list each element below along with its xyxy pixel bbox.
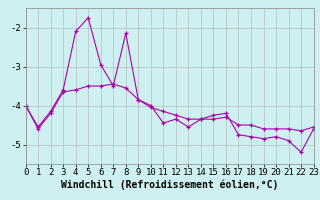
X-axis label: Windchill (Refroidissement éolien,°C): Windchill (Refroidissement éolien,°C) — [61, 180, 278, 190]
